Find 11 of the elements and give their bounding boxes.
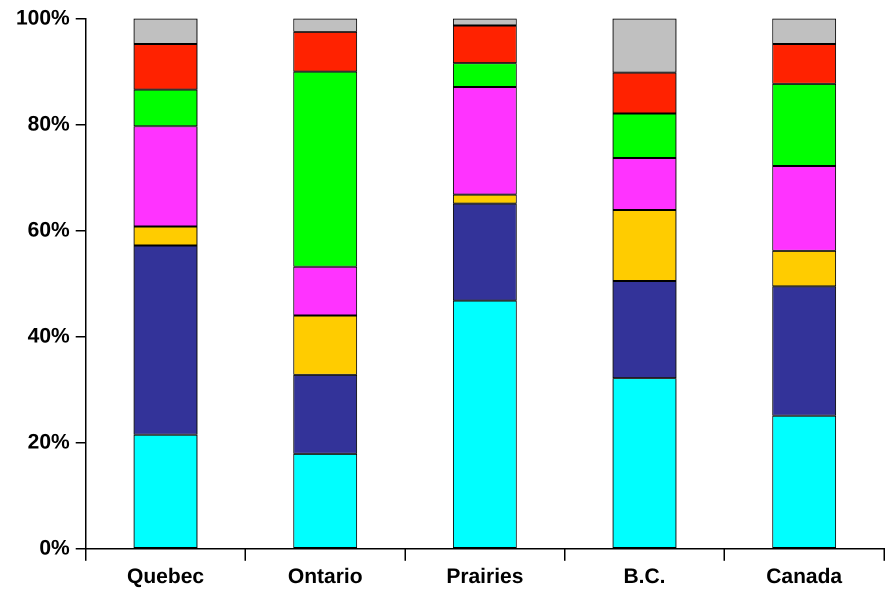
x-tick-label: B.C. [624,565,666,588]
y-tick-label: 20% [28,430,70,454]
x-tick-label: Ontario [288,565,363,588]
x-tick-label: Quebec [127,565,204,588]
x-tick-label: Prairies [446,565,524,588]
y-tick-label: 0% [39,536,70,560]
y-tick-label: 40% [28,324,70,348]
x-tick-label: Canada [766,565,842,588]
y-tick-label: 80% [28,112,70,136]
y-tick-label: 60% [28,218,70,242]
y-tick-label: 100% [16,6,70,30]
